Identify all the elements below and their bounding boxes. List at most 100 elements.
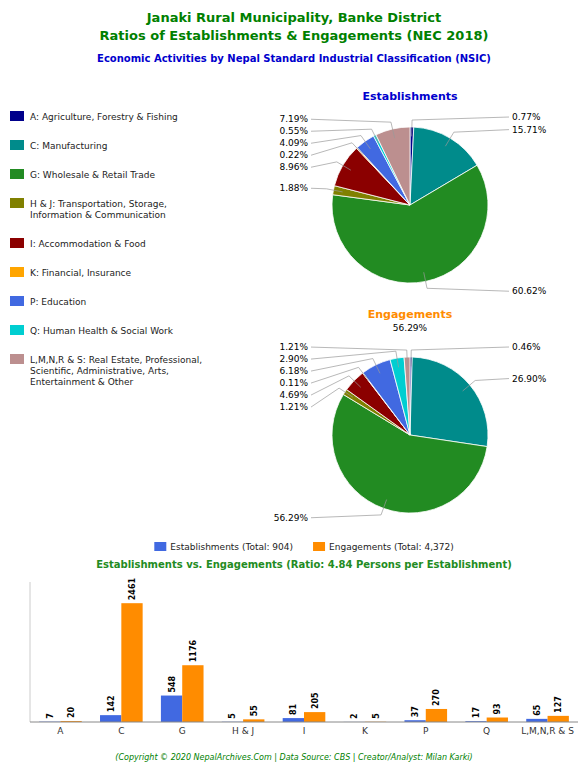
- legend-label: Q: Human Health & Social Work: [30, 326, 174, 336]
- leader-line: [311, 359, 380, 374]
- data-labels: 7142548581237176520246111765520552709312…: [46, 577, 563, 718]
- data-label: 65: [533, 704, 542, 716]
- pie-title: Engagements: [368, 308, 453, 321]
- data-label: 37: [411, 706, 420, 717]
- data-label: 4.09%: [279, 138, 308, 148]
- data-label: 0.55%: [279, 126, 308, 136]
- legend-swatch: [10, 169, 24, 179]
- pie-slice: [376, 127, 410, 205]
- bar: [182, 665, 203, 722]
- data-label: 2: [350, 713, 359, 719]
- x-tick-label: I: [303, 726, 306, 736]
- pie: Establishments0.77%15.71%60.62%1.88%8.96…: [279, 90, 546, 296]
- leader-line: [311, 143, 363, 155]
- data-label: 5: [228, 713, 237, 719]
- leader-line: [311, 129, 379, 144]
- leader-line: [311, 347, 407, 366]
- legend-swatch: [10, 111, 24, 121]
- legend-label: H & J: Transportation, Storage,Informati…: [30, 199, 167, 220]
- legend-label: C: Manufacturing: [30, 141, 107, 151]
- leader-line: [311, 188, 343, 192]
- leader-line: [412, 117, 509, 136]
- legend-swatch: [154, 542, 166, 551]
- data-label: 0.77%: [512, 112, 541, 122]
- leader-line: [311, 119, 395, 138]
- data-label: 270: [432, 689, 441, 706]
- bar: [161, 696, 182, 722]
- leader-line: [445, 130, 509, 147]
- title: Janaki Rural Municipality, Banke Distric…: [100, 10, 489, 43]
- legend-label: Engagements (Total: 4,372): [329, 542, 454, 552]
- data-label: 60.62%: [512, 286, 547, 296]
- data-label: 15.71%: [512, 125, 547, 135]
- legend-swatch: [313, 542, 325, 551]
- legend-label: G: Wholesale & Retail Trade: [30, 170, 155, 180]
- data-label: 81: [289, 704, 298, 716]
- leader-line: [311, 136, 370, 149]
- bars: [39, 603, 569, 722]
- data-label: 26.90%: [512, 374, 547, 384]
- data-label: 17: [472, 707, 481, 718]
- bar: [100, 715, 121, 722]
- data-label: 548: [168, 675, 177, 692]
- legend-swatch: [10, 354, 24, 364]
- data-label: 0.22%: [279, 150, 308, 160]
- annotation: 56.29%: [393, 323, 428, 333]
- leader-line: [411, 347, 509, 366]
- data-label: 5: [372, 713, 381, 719]
- bar-chart: Establishments (Total: 904) Engagements (…: [30, 542, 578, 736]
- x-tick-label: K: [362, 726, 369, 736]
- leader-line: [311, 162, 351, 170]
- pie-legend: A: Agriculture, Forestry & Fishing C: Man…: [10, 111, 202, 387]
- bar: [304, 712, 325, 722]
- bar-legend: Establishments (Total: 904) Engagements (…: [154, 542, 453, 552]
- data-label: 2461: [128, 577, 137, 600]
- legend-label: P: Education: [30, 297, 86, 307]
- legend-swatch: [10, 267, 24, 277]
- data-label: 7.19%: [279, 114, 308, 124]
- data-label: 1.88%: [279, 183, 308, 193]
- data-label: 127: [554, 696, 563, 713]
- x-tick-label: H & J: [232, 726, 254, 736]
- pie-slice: [410, 357, 488, 447]
- background: [0, 0, 588, 768]
- legend-label: A: Agriculture, Forestry & Fishing: [30, 112, 178, 122]
- data-label: 1.21%: [279, 342, 308, 352]
- bar: [548, 716, 569, 722]
- x-axis-line: [30, 722, 578, 723]
- leader-line: [311, 351, 399, 367]
- x-tick-label: G: [179, 726, 186, 736]
- pie-slice: [404, 357, 410, 435]
- data-label: 6.18%: [279, 366, 308, 376]
- copyright: (Copyright © 2020 NepalArchives.Com | Da…: [115, 753, 472, 762]
- leader-line: [424, 272, 509, 291]
- leader-line: [311, 367, 368, 383]
- data-label: 1.21%: [279, 402, 308, 412]
- legend-label: K: Financial, Insurance: [30, 268, 132, 278]
- leader-line: [311, 388, 353, 407]
- legend-swatch: [10, 325, 24, 335]
- data-label: 0.46%: [512, 342, 541, 352]
- data-label: 8.96%: [279, 162, 308, 172]
- legend-swatch: [10, 198, 24, 208]
- pie-slice: [390, 357, 410, 435]
- legend-label: I: Accommodation & Food: [30, 239, 146, 249]
- legend-swatch: [10, 238, 24, 248]
- pie: Engagements 56.29% 0.46% 26.90% 56.29% 1.21% 4…: [274, 308, 547, 523]
- data-label: 55: [250, 705, 259, 717]
- legend-label: Establishments (Total: 904): [170, 542, 293, 552]
- data-label: 0.11%: [279, 378, 308, 388]
- x-tick-label: L,M,N,R & S: [521, 726, 574, 736]
- x-tick-label: A: [57, 726, 64, 736]
- data-label: 2.90%: [279, 354, 308, 364]
- data-label: 20: [67, 706, 76, 718]
- data-label: 56.29%: [274, 513, 309, 523]
- data-label: 4.69%: [279, 390, 308, 400]
- legend-swatch: [10, 140, 24, 150]
- x-tick-label: C: [118, 726, 124, 736]
- y-axis-line: [30, 582, 31, 722]
- legend-label: L,M,N,R & S: Real Estate, Professional,S…: [30, 355, 202, 387]
- x-tick-label: Q: [483, 726, 490, 736]
- x-tick-label: P: [423, 726, 429, 736]
- data-label: 205: [311, 692, 320, 709]
